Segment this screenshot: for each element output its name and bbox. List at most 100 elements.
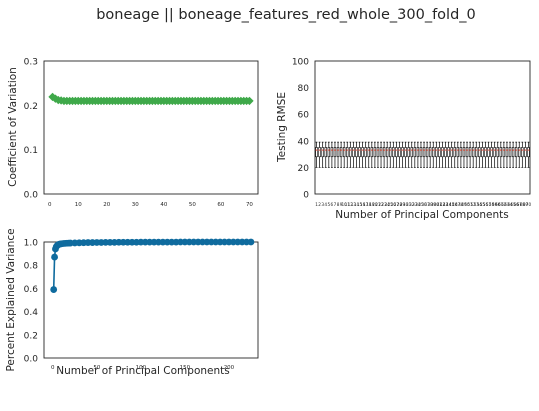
rmse-x-tick-label: 38 [428,202,434,207]
cv-x-tick-label: 50 [189,202,196,208]
rmse-y-ticks: 0 20 40 60 80 100 [292,58,309,201]
rmse-x-tick-label: 1 [315,202,318,207]
rmse-x-tick-label: 23 [381,202,387,207]
rmse-x-tick-label: 32 [409,202,415,207]
rmse-x-tick-label: 56 [483,202,489,207]
rmse-x-tick-label: 42 [440,202,446,207]
rmse-x-tick-label: 13 [351,202,357,207]
cv-points [48,92,254,106]
cv-y-tick-label: 0.3 [24,58,38,68]
rmse-box [484,147,487,158]
rmse-x-tick-label: 40 [434,202,440,207]
rmse-x-tick-label: 24 [385,202,391,207]
rmse-x-tick-label: 31 [406,202,412,207]
rmse-box [401,147,404,158]
rmse-box [382,147,386,158]
rmse-x-tick-label: 6 [331,202,334,207]
rmse-x-tick-label: 20 [372,202,378,207]
rmse-x-tick-label: 21 [375,202,381,207]
cv-y-tick-label: 0.2 [24,102,38,112]
rmse-x-tick-label: 30 [403,202,409,207]
rmse-x-tick-label: 17 [363,202,369,207]
rmse-y-axis-label: Testing RMSE [276,92,288,163]
rmse-x-tick-label: 33 [412,202,418,207]
rmse-box [524,147,527,158]
cv-axes-frame [43,60,259,195]
rmse-box [425,147,429,158]
rmse-x-tick-label: 39 [431,202,437,207]
rmse-box [352,147,355,158]
cv-x-tick-label: 70 [246,202,253,208]
rmse-x-tick-label: 68 [520,202,526,207]
rmse-x-tick-label: 36 [421,202,427,207]
rmse-box [367,147,370,158]
rmse-x-tick-label: 10 [342,202,348,207]
rmse-x-tick-label: 16 [360,202,366,207]
pev-point [247,238,255,246]
rmse-x-tick-label: 65 [510,202,516,207]
rmse-box [410,147,413,158]
rmse-box [404,147,407,158]
rmse-x-tick-label: 26 [391,202,397,207]
rmse-box [327,147,331,158]
rmse-x-tick-label: 8 [337,202,340,207]
pev-x-axis-label: Number of Principal Components [56,365,230,377]
rmse-box [514,147,518,158]
rmse-box [493,147,496,158]
rmse-box [444,147,447,158]
rmse-box [342,147,346,158]
rmse-y-tick-label: 80 [298,84,310,94]
rmse-x-ticks: 1 2 3 4 5 6 7 8 9 1011121314151617181920212223242… [315,202,531,207]
rmse-box [370,147,374,158]
rmse-x-tick-label: 3 [321,202,324,207]
rmse-x-tick-label: 37 [424,202,430,207]
rmse-x-tick-label: 63 [504,202,510,207]
rmse-box [392,147,395,158]
pev-x-tick-label: 50 [93,365,100,371]
rmse-box [373,147,377,158]
rmse-y-tick-label: 0 [303,191,309,201]
rmse-x-tick-label: 62 [501,202,507,207]
rmse-x-tick-label: 11 [345,202,351,207]
cv-y-axis-label: Coefficient of Variation [7,67,19,187]
rmse-box [511,147,515,158]
rmse-x-tick-label: 28 [397,202,403,207]
rmse-box [518,147,521,158]
cv-x-tick-label: 60 [217,202,224,208]
rmse-x-tick-label: 50 [464,202,470,207]
pev-x-tick-label: 150 [180,365,191,371]
rmse-box [499,147,503,158]
rmse-x-tick-label: 60 [495,202,501,207]
rmse-box [508,147,512,158]
rmse-box [462,147,466,158]
rmse-x-tick-label: 41 [437,202,443,207]
rmse-x-tick-label: 55 [480,202,486,207]
rmse-y-tick-label: 100 [292,58,309,68]
pev-line [50,238,255,293]
cv-point [245,96,254,106]
rmse-box [358,147,361,158]
rmse-box [527,147,530,158]
rmse-box [395,147,398,158]
rmse-box [502,147,506,158]
pev-y-tick-label: 0.0 [24,355,39,365]
rmse-x-tick-label: 47 [455,202,461,207]
rmse-boxes [315,141,530,168]
rmse-box [398,147,401,158]
rmse-box [521,147,524,158]
rmse-box [435,147,438,158]
rmse-box [465,147,469,158]
rmse-box [456,147,460,158]
pev-point [50,286,58,293]
rmse-box [453,147,456,158]
rmse-box [321,147,324,158]
rmse-x-tick-label: 34 [415,202,421,207]
pev-y-tick-label: 0.4 [24,308,39,318]
rmse-box [447,147,450,158]
pev-y-axis-label: Percent Explained Variance [5,228,17,371]
rmse-x-tick-label: 57 [486,202,492,207]
pev-x-tick-label: 0 [51,365,55,371]
rmse-box [333,147,337,158]
rmse-box [315,147,318,158]
